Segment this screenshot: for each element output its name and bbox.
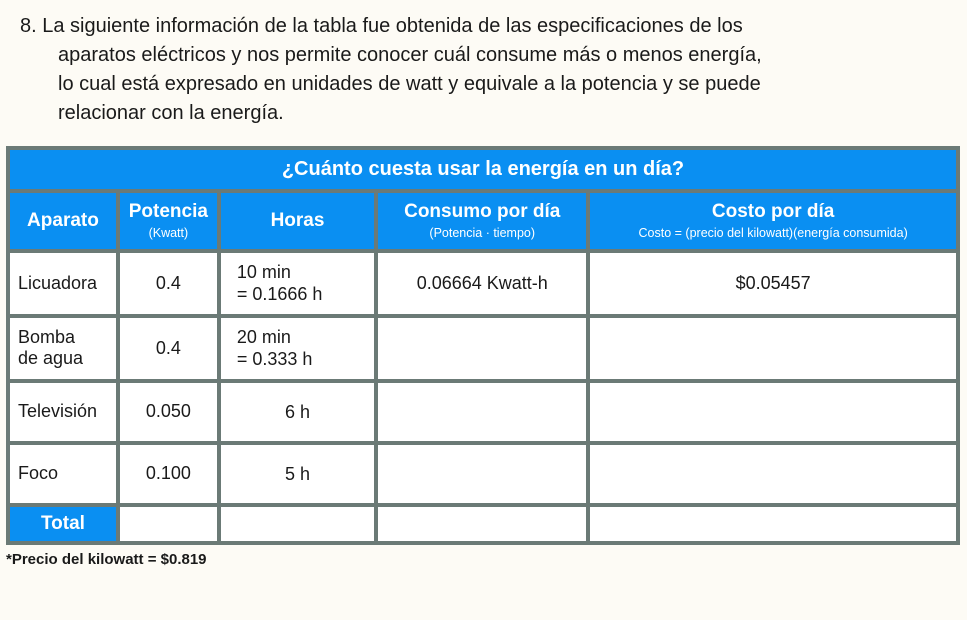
cell-costo — [588, 381, 958, 443]
cell-potencia: 0.4 — [118, 251, 219, 316]
question-text: 8. La siguiente información de la tabla … — [20, 12, 937, 128]
col-header-aparato-main: Aparato — [16, 210, 110, 233]
cell-aparato: Foco — [8, 443, 118, 505]
col-header-consumo: Consumo por día (Potencia · tiempo) — [376, 191, 588, 251]
table-title-row: ¿Cuánto cuesta usar la energía en un día… — [8, 148, 958, 191]
table-total-row: Total — [8, 505, 958, 543]
horas-line2: = 0.333 h — [237, 349, 313, 369]
horas-line1: 10 min — [237, 262, 291, 282]
col-header-costo-main: Costo por día — [596, 201, 950, 224]
cell-aparato: Bomba de agua — [8, 316, 118, 381]
question-line4: relacionar con la energía. — [20, 99, 937, 128]
table-row: Licuadora 0.4 10 min = 0.1666 h 0.06664 … — [8, 251, 958, 316]
cell-costo — [588, 316, 958, 381]
col-header-costo: Costo por día Costo = (precio del kilowa… — [588, 191, 958, 251]
col-header-potencia: Potencia (Kwatt) — [118, 191, 219, 251]
question-block: 8. La siguiente información de la tabla … — [0, 12, 967, 146]
col-header-horas: Horas — [219, 191, 376, 251]
total-label-cell: Total — [8, 505, 118, 543]
col-header-horas-main: Horas — [227, 210, 368, 233]
horas-line2: = 0.1666 h — [237, 284, 323, 304]
cell-consumo — [376, 381, 588, 443]
table-title-cell: ¿Cuánto cuesta usar la energía en un día… — [8, 148, 958, 191]
cell-horas: 20 min = 0.333 h — [219, 316, 376, 381]
col-header-aparato: Aparato — [8, 191, 118, 251]
question-line3: lo cual está expresado en unidades de wa… — [20, 70, 937, 99]
cell-aparato: Televisión — [8, 381, 118, 443]
aparato-line2: de agua — [18, 348, 83, 368]
cell-potencia: 0.100 — [118, 443, 219, 505]
table-row: Foco 0.100 5 h — [8, 443, 958, 505]
col-header-costo-sub: Costo = (precio del kilowatt)(energía co… — [596, 226, 950, 241]
cell-horas: 10 min = 0.1666 h — [219, 251, 376, 316]
energy-cost-table: ¿Cuánto cuesta usar la energía en un día… — [6, 146, 960, 545]
horas-multiline: 10 min = 0.1666 h — [237, 261, 323, 306]
total-consumo — [376, 505, 588, 543]
cell-consumo — [376, 316, 588, 381]
cell-potencia: 0.4 — [118, 316, 219, 381]
cell-costo — [588, 443, 958, 505]
table-container: ¿Cuánto cuesta usar la energía en un día… — [0, 146, 967, 545]
table-row: Televisión 0.050 6 h — [8, 381, 958, 443]
horas-line1: 20 min — [237, 327, 291, 347]
footnote: *Precio del kilowatt = $0.819 — [0, 545, 967, 568]
cell-consumo — [376, 443, 588, 505]
cell-aparato: Licuadora — [8, 251, 118, 316]
col-header-consumo-sub: (Potencia · tiempo) — [384, 226, 580, 241]
aparato-line1: Bomba — [18, 327, 75, 347]
question-line2: aparatos eléctricos y nos permite conoce… — [20, 41, 937, 70]
table-header-row: Aparato Potencia (Kwatt) Horas Consumo p… — [8, 191, 958, 251]
cell-potencia: 0.050 — [118, 381, 219, 443]
cell-horas: 5 h — [219, 443, 376, 505]
col-header-potencia-sub: (Kwatt) — [126, 226, 211, 241]
col-header-consumo-main: Consumo por día — [384, 201, 580, 224]
cell-costo: $0.05457 — [588, 251, 958, 316]
question-line1: La siguiente información de la tabla fue… — [37, 15, 743, 37]
table-row: Bomba de agua 0.4 20 min = 0.333 h — [8, 316, 958, 381]
col-header-potencia-main: Potencia — [126, 201, 211, 224]
cell-horas: 6 h — [219, 381, 376, 443]
horas-multiline: 20 min = 0.333 h — [237, 326, 313, 371]
table-title: ¿Cuánto cuesta usar la energía en un día… — [282, 158, 684, 180]
total-horas — [219, 505, 376, 543]
total-potencia — [118, 505, 219, 543]
total-costo — [588, 505, 958, 543]
cell-consumo: 0.06664 Kwatt-h — [376, 251, 588, 316]
question-number: 8. — [20, 15, 37, 37]
